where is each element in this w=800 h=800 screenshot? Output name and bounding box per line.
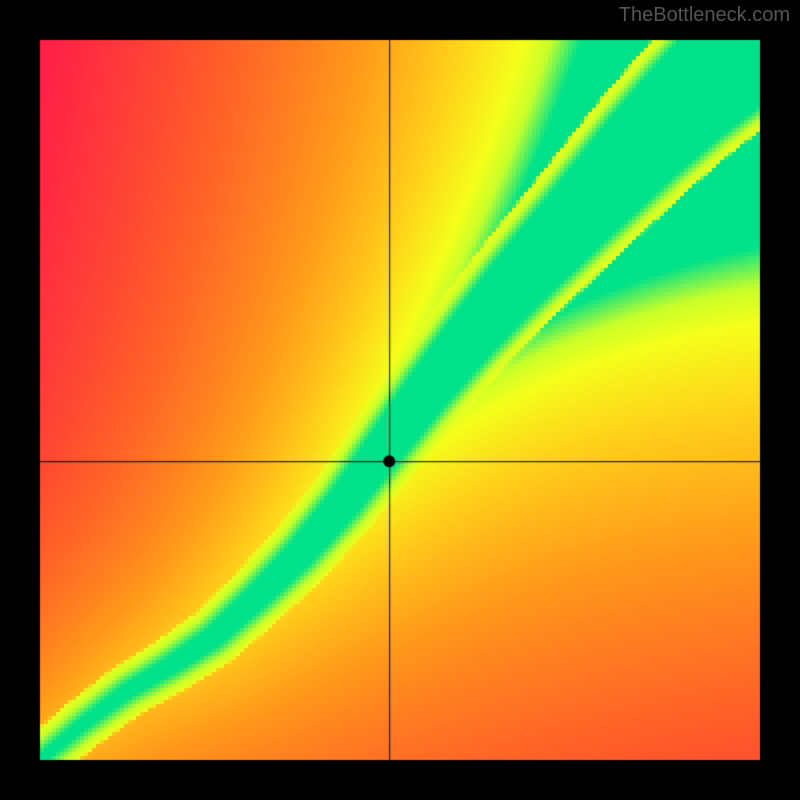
overlay-canvas	[0, 0, 800, 800]
watermark-text: TheBottleneck.com	[619, 4, 790, 27]
chart-container: TheBottleneck.com	[0, 0, 800, 800]
